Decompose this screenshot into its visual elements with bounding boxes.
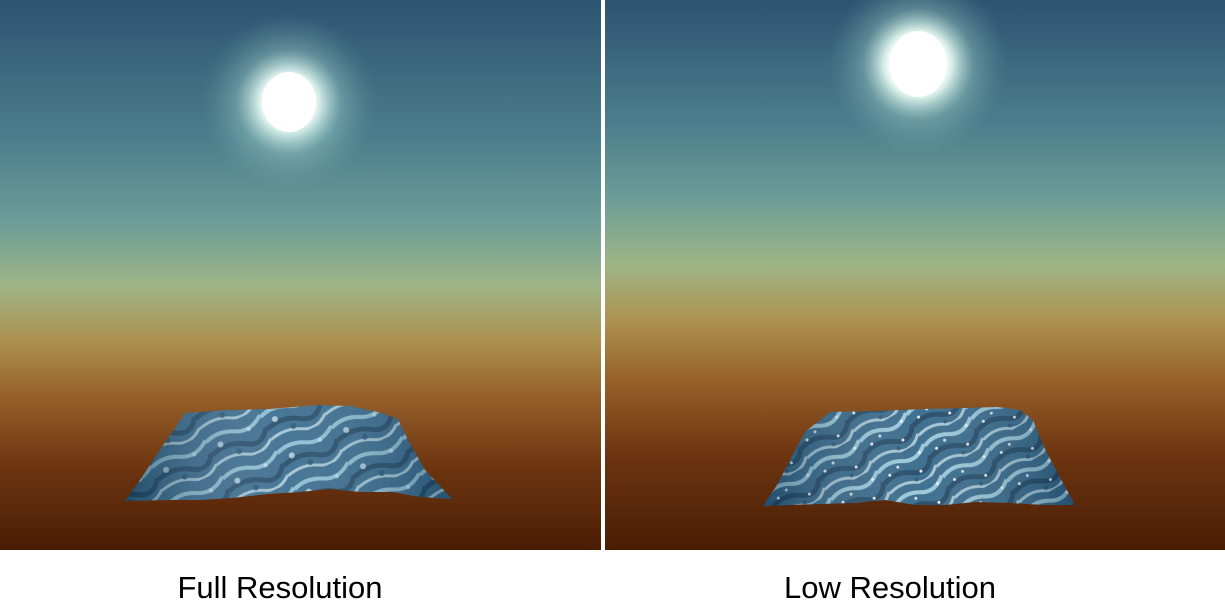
low-resolution-render <box>605 0 1225 550</box>
sun <box>889 31 947 97</box>
low-resolution-caption: Low Resolution <box>784 570 996 605</box>
terrain-patch <box>125 405 452 501</box>
full-resolution-render <box>0 0 601 550</box>
full-resolution-scene <box>0 0 601 550</box>
sun <box>262 72 316 132</box>
terrain-patch <box>763 407 1075 506</box>
full-resolution-caption: Full Resolution <box>177 570 383 605</box>
low-resolution-scene <box>605 0 1225 550</box>
